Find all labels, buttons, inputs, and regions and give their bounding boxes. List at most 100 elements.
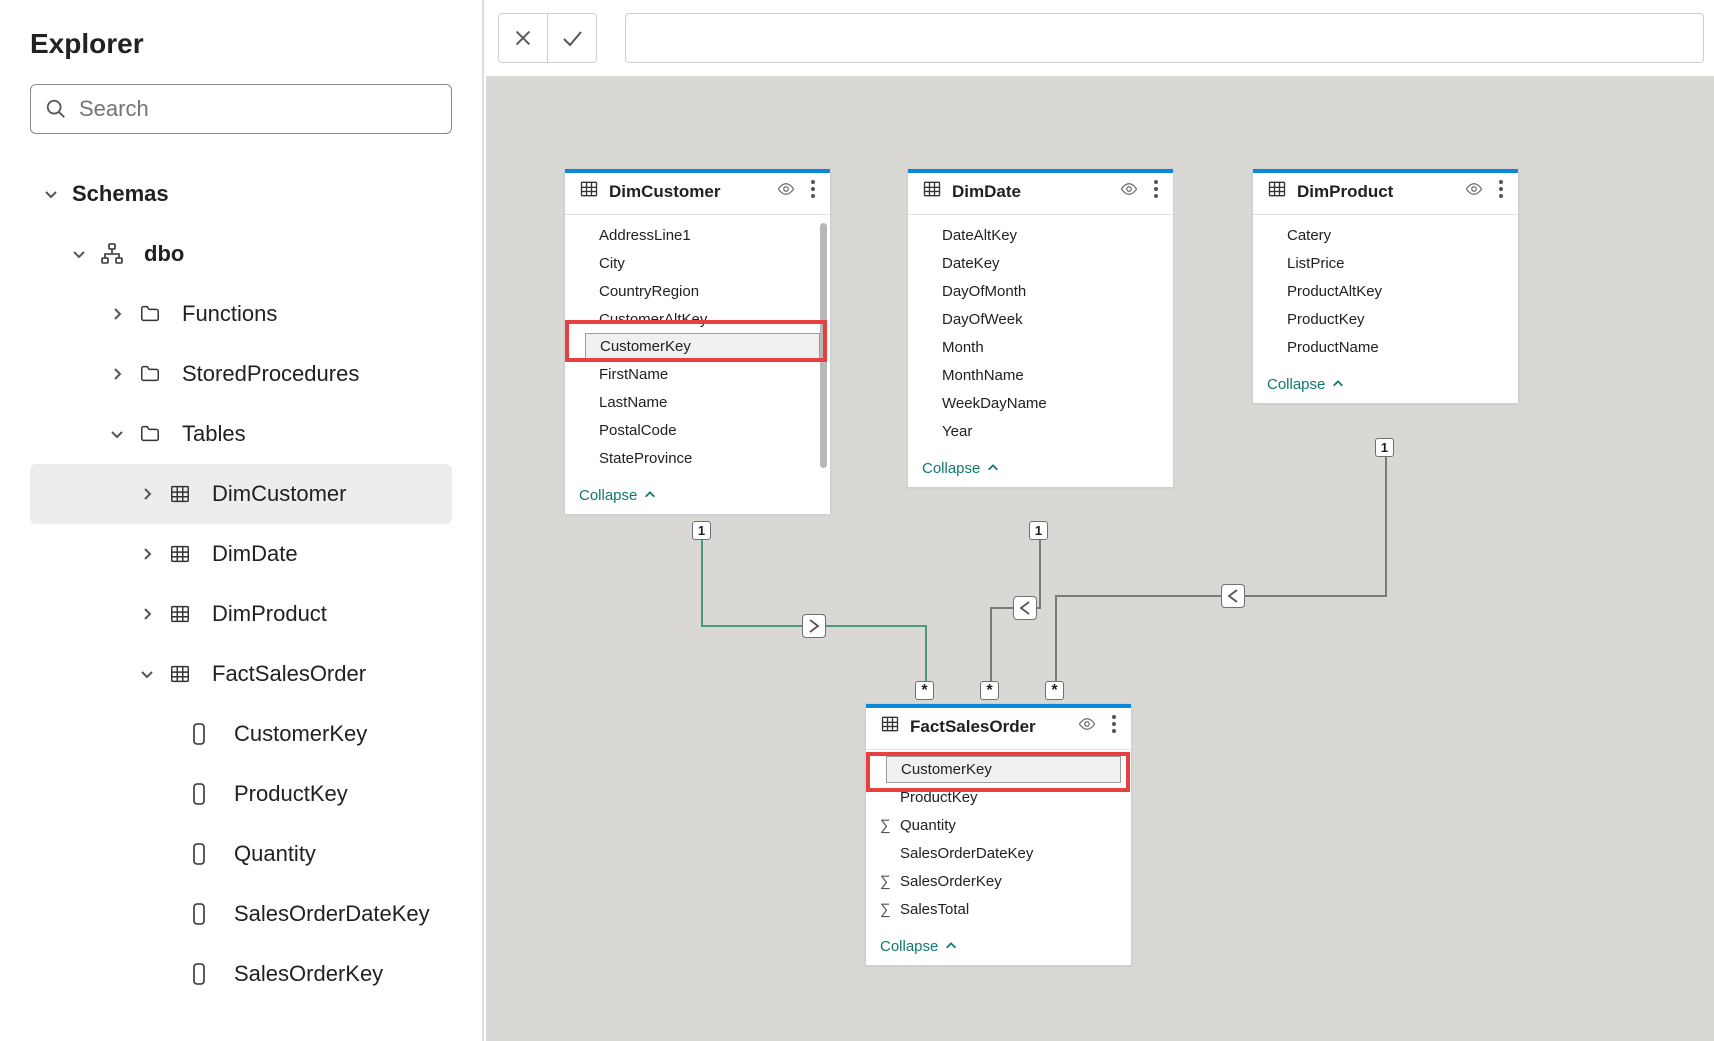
column-item[interactable]: WeekDayName	[908, 389, 1173, 417]
column-name: ProductName	[1287, 339, 1379, 356]
column-name: SalesOrderKey	[900, 873, 1002, 890]
card-header[interactable]: DimDate	[908, 169, 1173, 215]
column-item[interactable]: ProductAltKey	[1253, 277, 1518, 305]
column-item[interactable]: ListPrice	[1253, 249, 1518, 277]
more-icon[interactable]	[1494, 179, 1508, 204]
table-card-fact_sales_order[interactable]: FactSalesOrder CustomerKeyProductKey∑Qua…	[865, 703, 1132, 966]
column-name: Quantity	[900, 817, 956, 834]
column-name: Month	[942, 339, 984, 356]
explorer-tree: Schemas dbo	[30, 164, 452, 1004]
column-name: DayOfMonth	[942, 283, 1026, 300]
column-item[interactable]: ∑SalesOrderKey	[866, 867, 1131, 895]
folder-icon	[138, 423, 174, 445]
more-icon[interactable]	[806, 179, 820, 204]
search-box[interactable]	[30, 84, 452, 134]
column-item[interactable]: Year	[908, 417, 1173, 445]
visibility-icon[interactable]	[1464, 180, 1484, 203]
column-item[interactable]: MonthName	[908, 361, 1173, 389]
column-item[interactable]: CustomerKey	[585, 333, 820, 360]
column-icon	[190, 842, 226, 866]
column-item[interactable]: ProductName	[1253, 333, 1518, 361]
column-item[interactable]: Month	[908, 333, 1173, 361]
column-item[interactable]: CountryRegion	[565, 277, 830, 305]
tree-label: Schemas	[72, 181, 169, 207]
explorer-title: Explorer	[30, 28, 452, 60]
check-icon	[560, 26, 584, 50]
card-body: AddressLine1CityCountryRegionCustomerAlt…	[565, 215, 830, 476]
tree-item-schema-dbo[interactable]: dbo	[30, 224, 452, 284]
column-icon	[190, 722, 226, 746]
column-item[interactable]: Catery	[1253, 221, 1518, 249]
column-item[interactable]: CustomerKey	[886, 756, 1121, 783]
chevron-right-icon	[104, 366, 130, 382]
tree-label: DimDate	[212, 541, 298, 567]
card-body: CustomerKeyProductKey∑QuantitySalesOrder…	[866, 750, 1131, 927]
tree-item-column[interactable]: Quantity	[30, 824, 452, 884]
formula-input[interactable]	[625, 13, 1704, 63]
column-name: LastName	[599, 394, 667, 411]
formula-toolbar	[498, 12, 1704, 64]
tree-item-column[interactable]: SalesOrderDateKey	[30, 884, 452, 944]
column-item[interactable]: LastName	[565, 388, 830, 416]
sigma-icon: ∑	[880, 901, 891, 918]
table-card-dim_customer[interactable]: DimCustomer AddressLine1CityCountryRegio…	[564, 168, 831, 515]
table-card-dim_product[interactable]: DimProduct CateryListPriceProductAltKey P…	[1252, 168, 1519, 404]
column-item[interactable]: ProductKey	[1253, 305, 1518, 333]
more-icon[interactable]	[1107, 714, 1121, 739]
tree-item-functions[interactable]: Functions	[30, 284, 452, 344]
tree-label: Functions	[182, 301, 277, 327]
tree-item-table-dimproduct[interactable]: DimProduct	[30, 584, 452, 644]
filter-direction-icon	[1013, 596, 1037, 620]
column-item[interactable]: SalesOrderDateKey	[866, 839, 1131, 867]
tree-item-storedprocedures[interactable]: StoredProcedures	[30, 344, 452, 404]
column-item[interactable]: DateAltKey	[908, 221, 1173, 249]
column-item[interactable]: StateProvince	[565, 444, 830, 472]
tree-item-table-dimcustomer[interactable]: DimCustomer	[30, 464, 452, 524]
collapse-link[interactable]: Collapse	[908, 449, 1173, 487]
collapse-link[interactable]: Collapse	[565, 476, 830, 514]
table-card-dim_date[interactable]: DimDate DateAltKey DateKey DayOfMonth DayOf…	[907, 168, 1174, 488]
folder-icon	[138, 303, 174, 325]
visibility-icon[interactable]	[776, 180, 796, 203]
column-name: DateKey	[942, 255, 1000, 272]
tree-item-column[interactable]: SalesOrderKey	[30, 944, 452, 1004]
tree-item-tables[interactable]: Tables	[30, 404, 452, 464]
commit-button[interactable]	[547, 13, 597, 63]
tree-item-table-factsalesorder[interactable]: FactSalesOrder	[30, 644, 452, 704]
discard-button[interactable]	[498, 13, 548, 63]
cardinality-one-badge: 1	[1029, 521, 1048, 540]
card-header[interactable]: DimProduct	[1253, 169, 1518, 215]
column-name: WeekDayName	[942, 395, 1047, 412]
collapse-link[interactable]: Collapse	[1253, 365, 1518, 403]
model-canvas[interactable]: DimCustomer AddressLine1CityCountryRegio…	[486, 76, 1714, 1041]
column-name: DayOfWeek	[942, 311, 1023, 328]
column-item[interactable]: DateKey	[908, 249, 1173, 277]
tree-item-schemas[interactable]: Schemas	[30, 164, 452, 224]
column-name: FirstName	[599, 366, 668, 383]
column-name: ProductKey	[900, 789, 978, 806]
card-header[interactable]: FactSalesOrder	[866, 704, 1131, 750]
column-item[interactable]: CustomerAltKey	[565, 305, 830, 333]
search-input[interactable]	[77, 95, 437, 123]
table-icon	[168, 483, 204, 505]
column-item[interactable]: City	[565, 249, 830, 277]
tree-item-column[interactable]: CustomerKey	[30, 704, 452, 764]
tree-item-table-dimdate[interactable]: DimDate	[30, 524, 452, 584]
column-item[interactable]: DayOfWeek	[908, 305, 1173, 333]
card-header[interactable]: DimCustomer	[565, 169, 830, 215]
visibility-icon[interactable]	[1077, 715, 1097, 738]
table-icon	[1267, 179, 1287, 204]
tree-item-column[interactable]: ProductKey	[30, 764, 452, 824]
collapse-link[interactable]: Collapse	[866, 927, 1131, 965]
column-item[interactable]: ProductKey	[866, 783, 1131, 811]
column-item[interactable]: FirstName	[565, 360, 830, 388]
scrollbar[interactable]	[820, 223, 827, 468]
column-name: ProductKey	[1287, 311, 1365, 328]
column-item[interactable]: AddressLine1	[565, 221, 830, 249]
column-item[interactable]: ∑SalesTotal	[866, 895, 1131, 923]
more-icon[interactable]	[1149, 179, 1163, 204]
visibility-icon[interactable]	[1119, 180, 1139, 203]
column-item[interactable]: DayOfMonth	[908, 277, 1173, 305]
column-item[interactable]: ∑Quantity	[866, 811, 1131, 839]
column-item[interactable]: PostalCode	[565, 416, 830, 444]
